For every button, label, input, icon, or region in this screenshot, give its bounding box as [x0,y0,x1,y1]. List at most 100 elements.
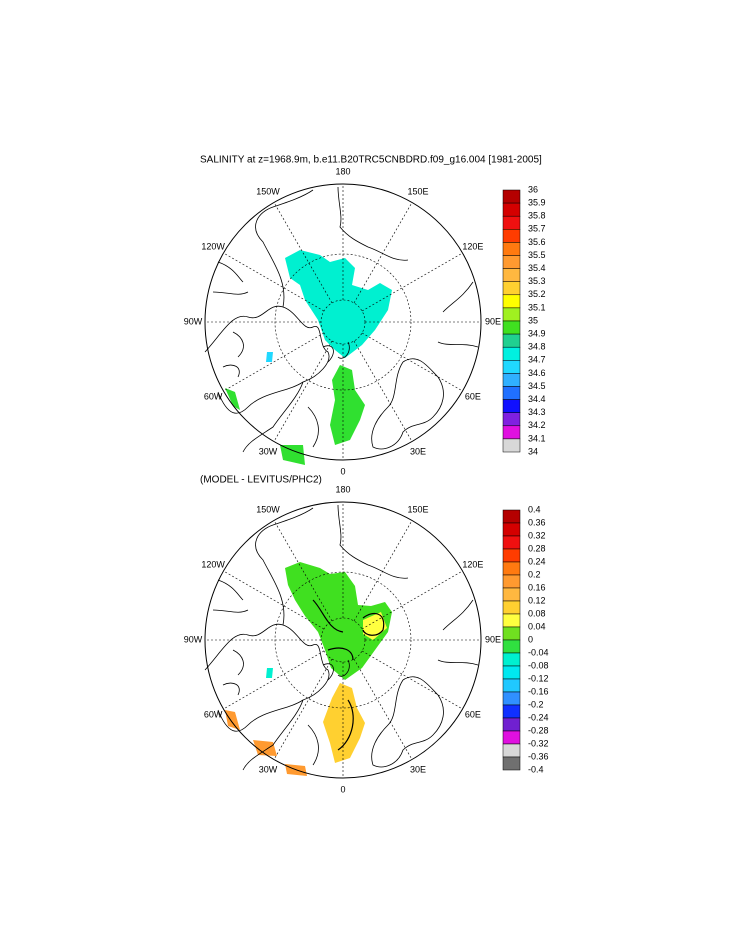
colorbar-label: 0.2 [528,569,541,579]
map [204,183,482,465]
colorbar-box [502,307,521,322]
colorbar-box [502,425,521,440]
colorbar-box [502,281,521,296]
colorbar-box [502,730,521,745]
colorbar-label: -0.08 [528,660,549,670]
lon-label: 90E [485,634,501,644]
colorbar-label: 36 [528,184,538,194]
colorbar-box [502,587,521,602]
colorbar-label: -0.04 [528,647,549,657]
colorbar-box [502,561,521,576]
colorbar-box [502,522,521,537]
colorbar-label: -0.2 [528,699,544,709]
lon-label: 0 [340,466,345,476]
colorbar-label: 35.6 [528,237,546,247]
colorbar-box [502,242,521,256]
colorbar-box [502,346,521,361]
map [204,501,482,779]
meridian [353,340,413,442]
lon-label: 60E [465,391,481,401]
colorbar-box [502,600,521,615]
colorbar-label: 34.6 [528,368,546,378]
colorbar-label: 34.1 [528,433,546,443]
meridian [273,202,333,304]
lon-label: 60E [465,709,481,719]
colorbar-box [502,320,521,335]
meridian [273,340,333,442]
meridian [361,252,463,312]
panel-title: (MODEL - LEVITUS/PHC2) [200,475,322,486]
colorbar-box [502,294,521,309]
colorbar-label: 35.2 [528,289,546,299]
colorbar-box [502,202,521,217]
colorbar-box [502,412,521,427]
lon-label: 180 [335,166,350,176]
colorbar-label: 34.3 [528,407,546,417]
lon-label: 120W [201,241,225,251]
colorbar-label: 0.04 [528,621,546,631]
colorbar-label: 35 [528,315,538,325]
lon-label: 30E [410,764,426,774]
colorbar-label: -0.16 [528,686,549,696]
lon-label: 120E [462,241,483,251]
colorbar-label: 34.5 [528,381,546,391]
colorbar-box [502,743,521,758]
lon-label: 30W [259,446,278,456]
lon-label: 60W [204,391,223,401]
colorbar-label: 0.36 [528,517,546,527]
meridian [353,658,413,760]
colorbar-box [502,678,521,693]
colorbar-label: 34.8 [528,342,546,352]
meridian [361,332,463,392]
colorbar-box [502,574,521,589]
colorbar-label: 0.28 [528,543,546,553]
panel-title: SALINITY at z=1968.9m, b.e11.B20TRC5CNBD… [200,155,542,166]
colorbar-label: 35.3 [528,276,546,286]
colorbar-box [502,548,521,563]
colorbar-label: 35.5 [528,250,546,260]
meridian [361,650,463,710]
colorbar-box [502,438,521,453]
colorbar-label: 0.16 [528,582,546,592]
colorbar-box [502,509,521,524]
colorbar-label: 0.08 [528,608,546,618]
colorbar-box [502,626,521,641]
colorbar-label: -0.28 [528,725,549,735]
colorbar-box [502,691,521,706]
colorbar-label: -0.12 [528,673,549,683]
lon-label: 30E [410,446,426,456]
lon-label: 0 [340,784,345,794]
colorbar-label: 0 [528,634,533,644]
colorbar-box [502,255,521,269]
colorbar-box [502,717,521,732]
colorbar-box [502,189,521,204]
colorbar-box [502,613,521,628]
map-panel: SALINITY at z=1968.9m, b.e11.B20TRC5CNBD… [184,155,546,477]
colorbar-box [502,704,521,719]
colorbar-label: 35.7 [528,224,546,234]
lon-label: 150W [256,186,280,196]
colorbar-label: 34.4 [528,394,546,404]
colorbar-label: 0.24 [528,556,546,566]
colorbar-box [502,268,521,282]
meridian [223,650,325,710]
colorbar-box [502,229,521,243]
colorbar-label: 35.4 [528,263,546,273]
colorbar-label: -0.4 [528,764,544,774]
meridian [353,202,413,304]
lon-label: 150E [407,504,428,514]
lon-label: 90W [184,316,203,326]
colorbar-box [502,399,521,413]
colorbar-label: 0.4 [528,504,541,514]
lon-label: 150W [256,504,280,514]
colorbar-label: 34.2 [528,420,546,430]
colorbar-box [502,535,521,550]
lon-label: 30W [259,764,278,774]
lon-label: 90E [485,316,501,326]
lon-label: 150E [407,186,428,196]
colorbar-box [502,386,521,400]
colorbar-box [502,665,521,680]
colorbar-box [502,639,521,654]
meridian [361,570,463,630]
colorbar-box [502,756,521,771]
